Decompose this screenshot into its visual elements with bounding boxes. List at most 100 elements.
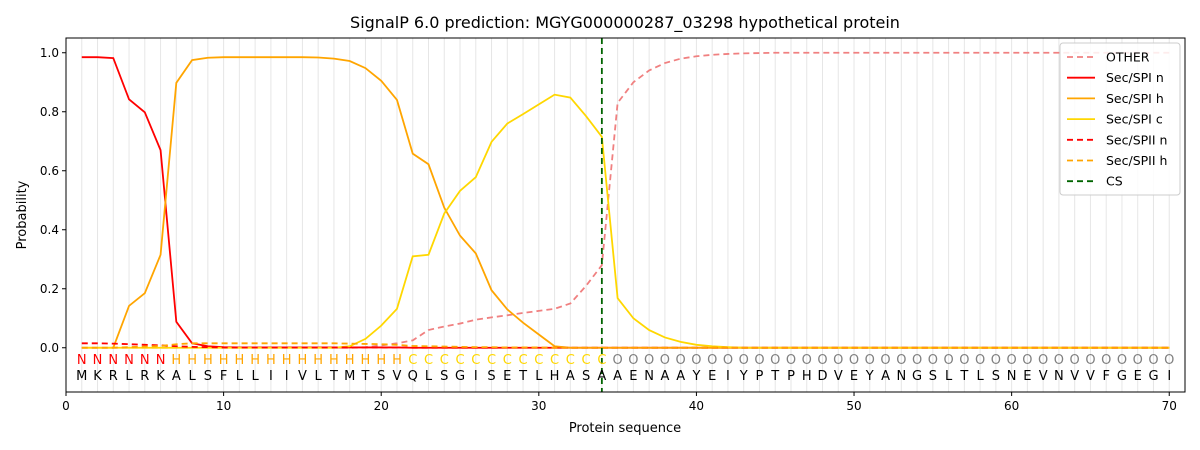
legend-label: Sec/SPII h [1106, 153, 1167, 168]
region-label: C [566, 353, 575, 368]
residue-label: I [1167, 369, 1171, 384]
residue-label: S [204, 369, 212, 384]
residue-label: I [285, 369, 289, 384]
region-label: C [455, 353, 464, 368]
residue-label: Y [691, 369, 700, 384]
region-label: N [156, 353, 166, 368]
residue-label: L [125, 369, 133, 384]
residue-label: E [629, 369, 637, 384]
region-label: O [660, 353, 670, 368]
region-label: C [519, 353, 528, 368]
residue-label: R [140, 369, 149, 384]
region-label: C [440, 353, 449, 368]
region-label: C [597, 353, 606, 368]
residue-label: V [1039, 369, 1048, 384]
region-label: O [770, 353, 780, 368]
residue-label: E [708, 369, 716, 384]
x-tick-label: 30 [531, 399, 546, 413]
chart-title: SignalP 6.0 prediction: MGYG000000287_03… [350, 13, 900, 33]
legend-label: Sec/SPII n [1106, 132, 1167, 147]
region-label: O [1085, 353, 1095, 368]
axes-frame [65, 37, 1186, 393]
plot-area: NMNKNRNLNRNKHAHLHSHFHLHLHIHIHVHLHTHMHTHS… [40, 37, 1186, 413]
region-label: C [503, 353, 512, 368]
residue-label: H [802, 369, 812, 384]
region-label: O [928, 353, 938, 368]
region-label: O [1133, 353, 1143, 368]
residue-label: R [109, 369, 118, 384]
region-label: O [975, 353, 985, 368]
region-label: O [739, 353, 749, 368]
y-tick-label: 0.6 [40, 164, 59, 178]
legend-label: Sec/SPI n [1106, 70, 1164, 85]
residue-label: A [660, 369, 669, 384]
residue-label: N [1007, 369, 1017, 384]
legend-label: CS [1106, 174, 1123, 189]
y-tick-label: 0.2 [40, 282, 59, 296]
residue-label: P [756, 369, 764, 384]
y-tick-label: 0.8 [40, 105, 59, 119]
region-label: O [613, 353, 623, 368]
residue-label: T [518, 369, 527, 384]
residue-label: E [1134, 369, 1142, 384]
region-label: O [1038, 353, 1048, 368]
region-label: C [582, 353, 591, 368]
region-label: O [959, 353, 969, 368]
region-label: H [329, 353, 339, 368]
residue-label: N [896, 369, 906, 384]
region-label: O [676, 353, 686, 368]
residue-label: S [377, 369, 385, 384]
x-tick-label: 0 [62, 399, 70, 413]
region-label: H [282, 353, 292, 368]
residue-label: A [613, 369, 622, 384]
region-label: H [376, 353, 386, 368]
region-label: O [707, 353, 717, 368]
legend-box [1059, 42, 1181, 196]
residue-label: P [787, 369, 795, 384]
residue-label: K [156, 369, 165, 384]
region-label: H [250, 353, 260, 368]
region-label: N [140, 353, 150, 368]
x-tick-label: 40 [689, 399, 704, 413]
region-label: O [1117, 353, 1127, 368]
region-label: O [786, 353, 796, 368]
residue-label: Q [408, 369, 418, 384]
region-label: C [424, 353, 433, 368]
series-line-sec-spi-n [81, 56, 1170, 349]
region-label: O [754, 353, 764, 368]
residue-label: M [344, 369, 355, 384]
residue-label: N [644, 369, 654, 384]
residue-label: E [850, 369, 858, 384]
residue-label: I [726, 369, 730, 384]
residue-label: K [93, 369, 102, 384]
residue-label: V [298, 369, 307, 384]
residue-label: L [945, 369, 953, 384]
region-label: O [691, 353, 701, 368]
legend-label: OTHER [1106, 50, 1150, 65]
legend-label: Sec/SPI h [1106, 91, 1164, 106]
residue-label: L [976, 369, 984, 384]
x-axis-label: Protein sequence [569, 421, 681, 436]
residue-label: A [597, 369, 606, 384]
region-label: H [171, 353, 181, 368]
legend-label: Sec/SPI c [1106, 112, 1163, 127]
series-line-sec-spii-h [81, 342, 1170, 349]
region-label: N [77, 353, 87, 368]
region-label: H [187, 353, 197, 368]
residue-label: A [881, 369, 890, 384]
residue-label: A [676, 369, 685, 384]
residue-label: T [770, 369, 779, 384]
residue-label: D [817, 369, 827, 384]
region-label: C [487, 353, 496, 368]
x-tick-label: 60 [1004, 399, 1019, 413]
residue-label: T [360, 369, 369, 384]
residue-label: G [1148, 369, 1158, 384]
region-label: O [802, 353, 812, 368]
region-label: O [628, 353, 638, 368]
region-label: N [124, 353, 134, 368]
residue-label: T [329, 369, 338, 384]
residue-label: I [269, 369, 273, 384]
x-tick-label: 20 [374, 399, 389, 413]
y-axis-label: Probability [15, 180, 30, 249]
